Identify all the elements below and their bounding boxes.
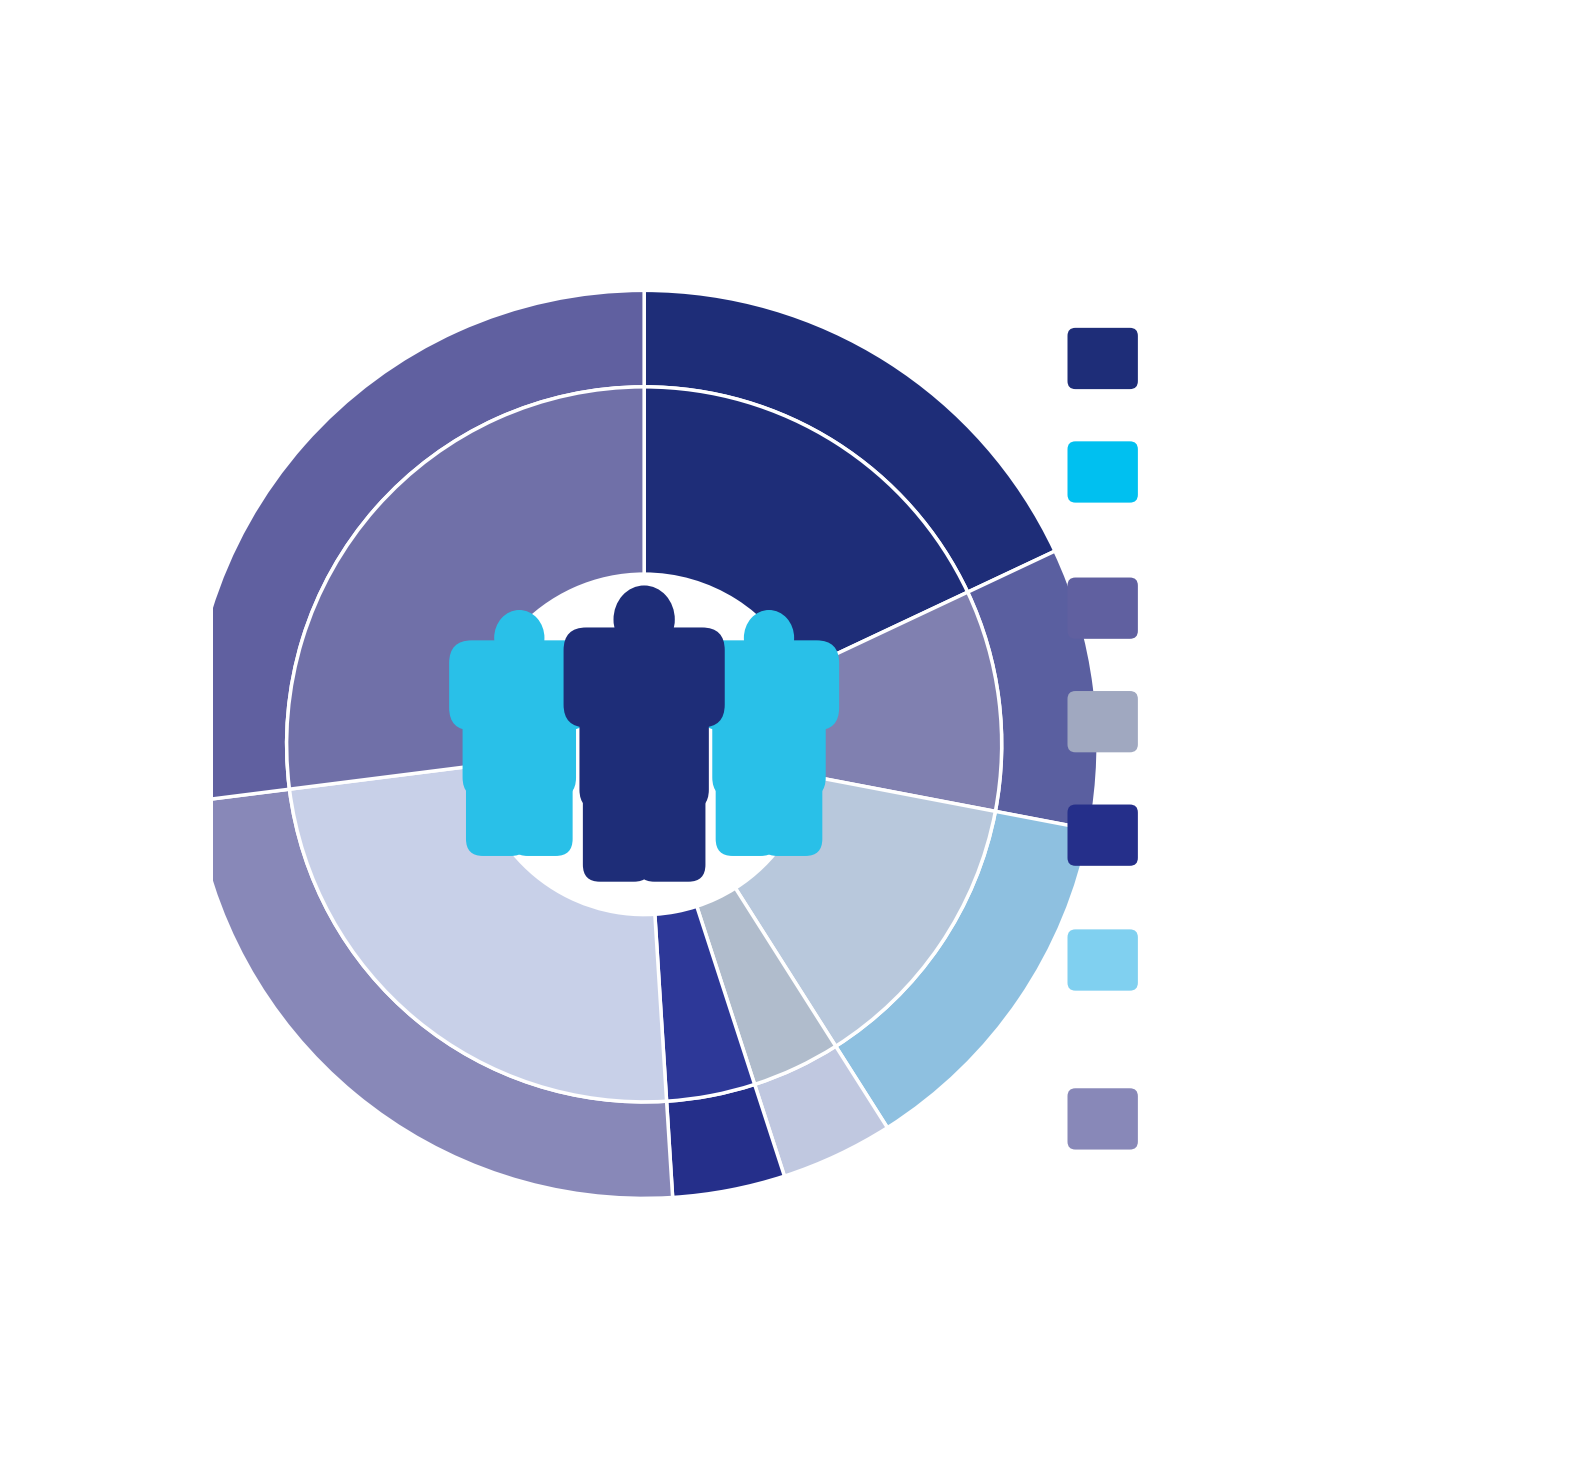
Wedge shape	[191, 290, 644, 802]
FancyBboxPatch shape	[511, 755, 573, 856]
Wedge shape	[644, 386, 967, 672]
Wedge shape	[798, 593, 1002, 811]
Wedge shape	[967, 551, 1098, 830]
Wedge shape	[666, 1085, 784, 1197]
FancyBboxPatch shape	[1067, 1088, 1138, 1150]
FancyBboxPatch shape	[716, 755, 778, 856]
Wedge shape	[697, 889, 836, 1085]
Wedge shape	[735, 777, 996, 1047]
FancyBboxPatch shape	[563, 628, 724, 727]
Ellipse shape	[614, 585, 675, 653]
FancyBboxPatch shape	[1067, 578, 1138, 638]
Circle shape	[473, 575, 814, 914]
FancyBboxPatch shape	[579, 674, 709, 811]
FancyBboxPatch shape	[1067, 327, 1138, 389]
Ellipse shape	[743, 610, 794, 666]
FancyBboxPatch shape	[761, 755, 822, 856]
Wedge shape	[289, 765, 666, 1103]
FancyBboxPatch shape	[1067, 805, 1138, 865]
Wedge shape	[836, 811, 1090, 1128]
FancyBboxPatch shape	[699, 640, 839, 731]
Wedge shape	[644, 290, 1056, 593]
FancyBboxPatch shape	[1067, 691, 1138, 752]
FancyBboxPatch shape	[1067, 930, 1138, 991]
FancyBboxPatch shape	[450, 640, 590, 731]
Wedge shape	[655, 907, 754, 1101]
FancyBboxPatch shape	[462, 680, 576, 797]
FancyBboxPatch shape	[466, 755, 529, 856]
FancyBboxPatch shape	[1067, 441, 1138, 503]
FancyBboxPatch shape	[638, 766, 705, 881]
Wedge shape	[194, 789, 672, 1198]
FancyBboxPatch shape	[712, 680, 825, 797]
FancyBboxPatch shape	[582, 766, 652, 881]
Wedge shape	[754, 1047, 887, 1176]
Wedge shape	[287, 386, 644, 789]
Ellipse shape	[494, 610, 544, 666]
